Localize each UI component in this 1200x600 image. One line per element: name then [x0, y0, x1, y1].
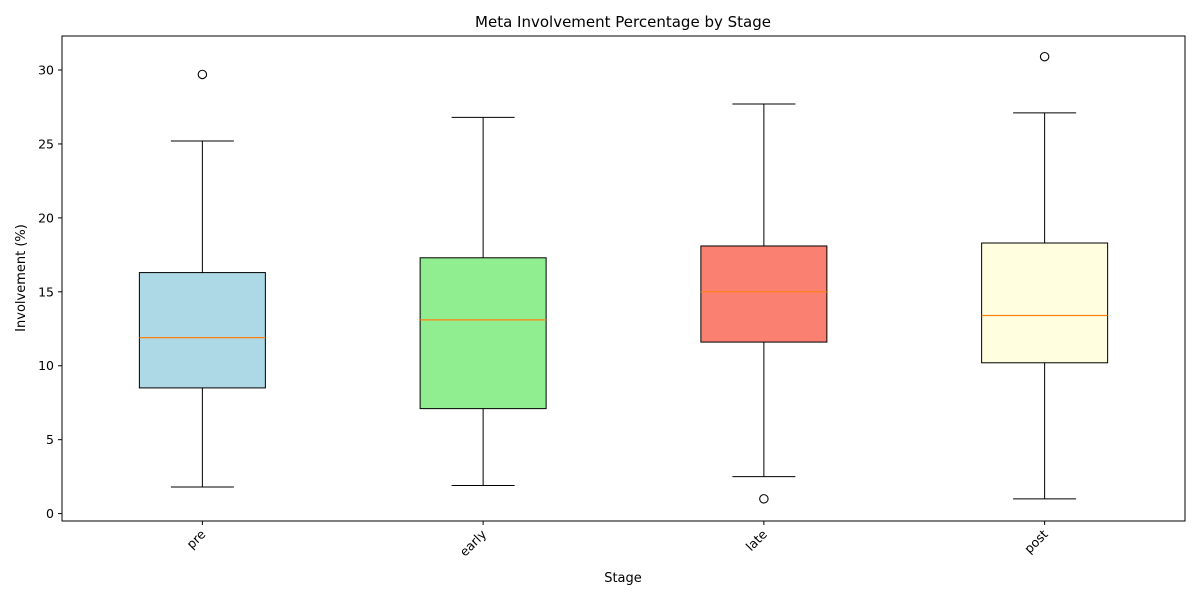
box-early — [419, 257, 547, 410]
y-tick-label-20: 20 — [38, 210, 54, 225]
axes-frame — [61, 35, 1186, 522]
box-group-pre — [138, 69, 266, 488]
x-tick-label-pre: pre — [183, 526, 208, 551]
plot-area — [138, 51, 1109, 504]
box-late — [700, 245, 828, 343]
box-pre — [138, 272, 266, 389]
outlier-point-post-0 — [1039, 51, 1050, 62]
box-group-early — [419, 116, 547, 487]
outlier-point-late-0 — [759, 494, 769, 504]
outlier-point-pre-0 — [197, 69, 208, 80]
y-tick-label-0: 0 — [46, 506, 54, 521]
x-tick-label-late: late — [743, 526, 771, 554]
y-axis-label: Involvement (%) — [14, 224, 29, 332]
y-tick-label-30: 30 — [38, 63, 54, 78]
x-tick-label-early: early — [456, 526, 489, 559]
y-tick-label-15: 15 — [38, 284, 54, 299]
x-axis: pre early late post — [183, 521, 1051, 559]
box-group-post — [981, 51, 1109, 500]
chart-title: Meta Involvement Percentage by Stage — [475, 13, 771, 31]
x-tick-label-post: post — [1021, 526, 1051, 556]
y-tick-label-10: 10 — [38, 358, 54, 373]
box-post — [981, 242, 1109, 364]
box-group-late — [700, 103, 828, 504]
y-tick-label-25: 25 — [38, 136, 54, 151]
x-axis-label: Stage — [604, 571, 642, 586]
y-axis: 0 5 10 15 20 25 30 — [38, 63, 62, 521]
y-tick-label-5: 5 — [46, 432, 54, 447]
